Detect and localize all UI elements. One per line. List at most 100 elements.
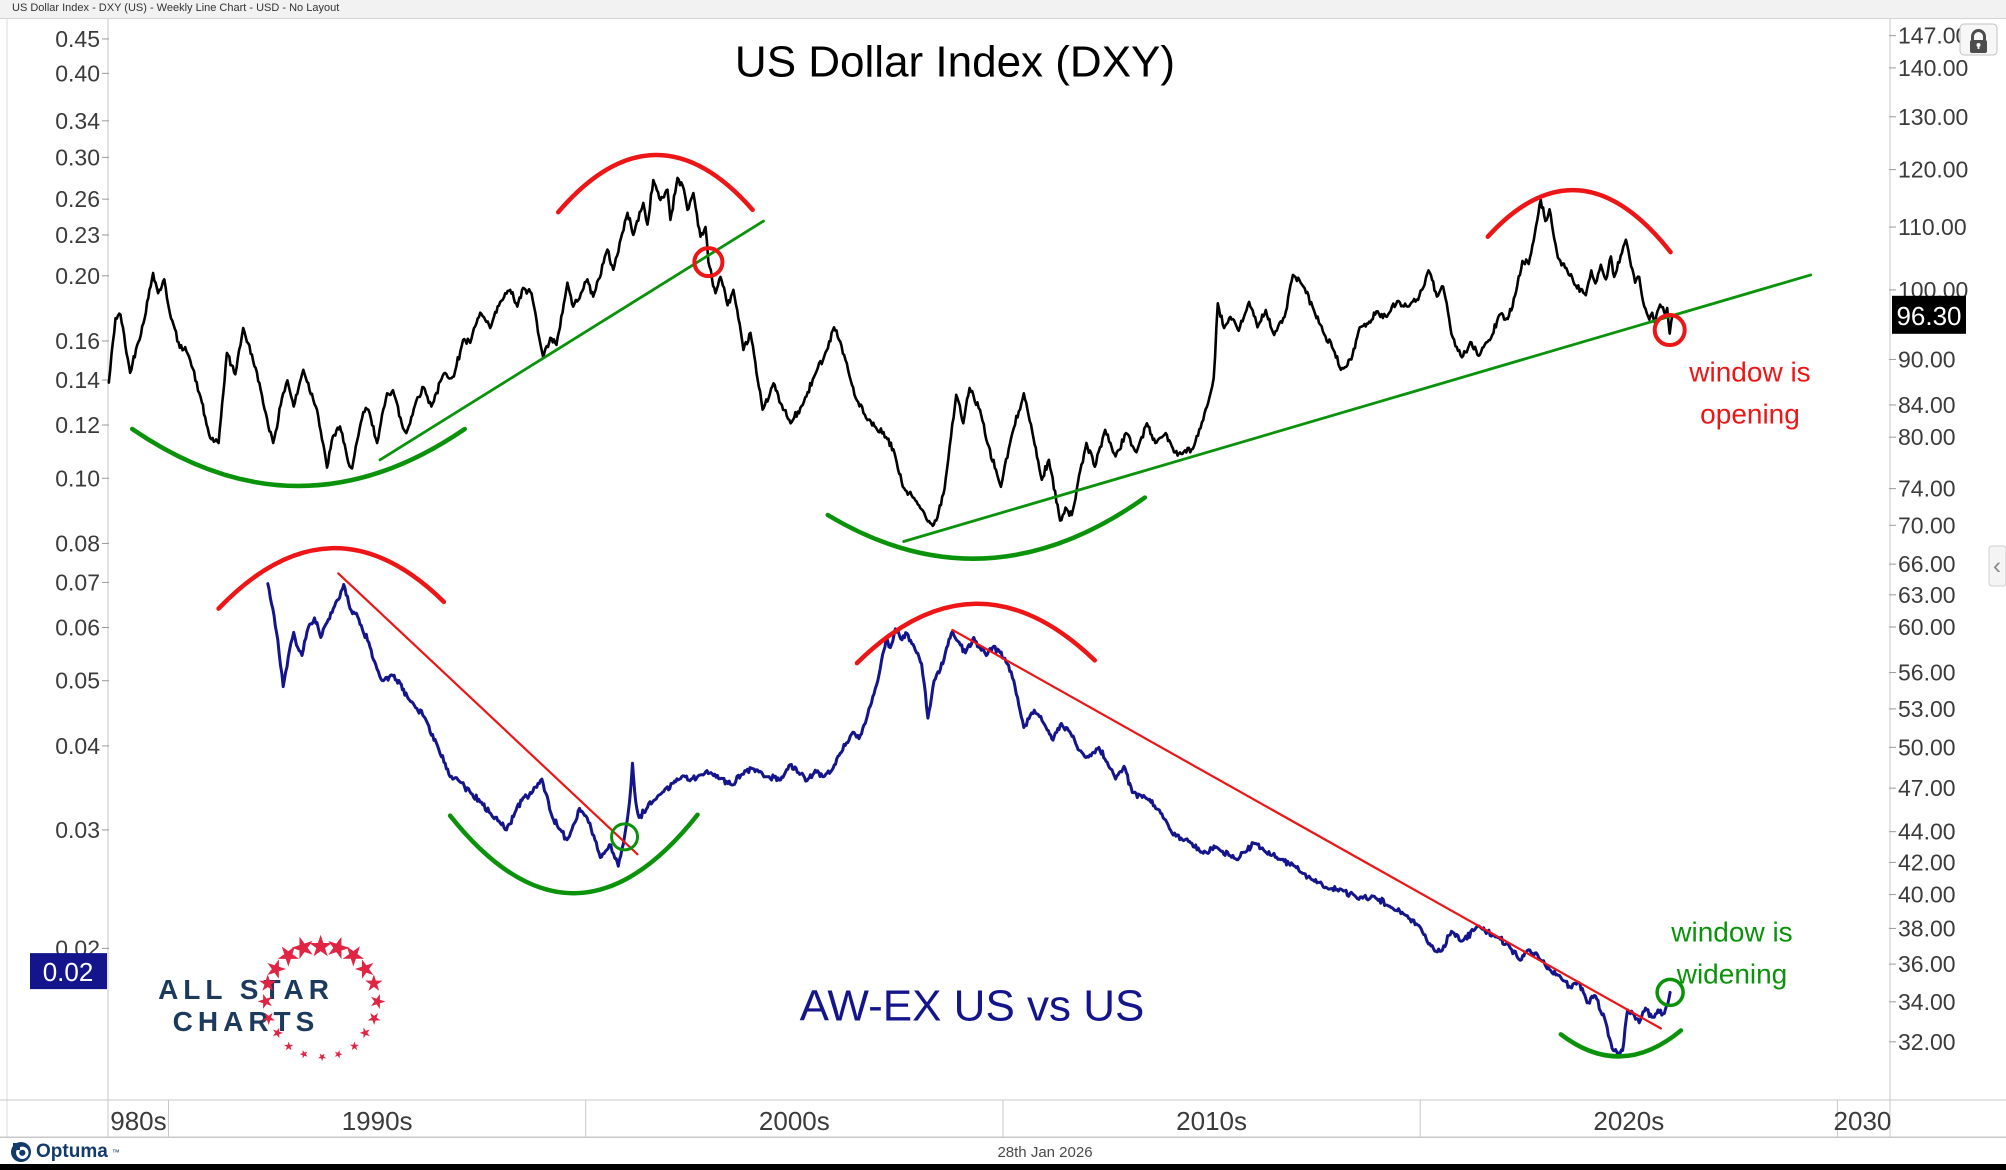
logo-star-icon: ★ xyxy=(255,993,275,1009)
right-axis-tick-label: 47.00 xyxy=(1898,775,1956,801)
right-axis-tick-label: 66.00 xyxy=(1898,551,1956,577)
note-window-opening-line1[interactable]: window is xyxy=(1688,357,1810,388)
right-axis-tick-label: 60.00 xyxy=(1898,614,1956,640)
lock-icon xyxy=(1970,29,1987,53)
right-axis-tick-label: 44.00 xyxy=(1898,819,1956,845)
awex-downtrend-2009-2025[interactable] xyxy=(951,628,1663,1030)
right-axis-tick-label: 34.00 xyxy=(1898,989,1956,1015)
logo-star-icon: ★ xyxy=(357,1024,375,1042)
collapse-right-panel-button[interactable]: ‹ xyxy=(1988,545,2006,587)
x-axis-label: 2030 xyxy=(1834,1106,1892,1136)
logo-star-icon: ★ xyxy=(347,1038,362,1054)
awex-top-arc-2006-2012[interactable] xyxy=(854,601,1097,666)
svg-text:96.30: 96.30 xyxy=(1896,301,1961,331)
awex-break-circle-2026[interactable] xyxy=(1655,977,1685,1008)
chart-date: 28th Jan 2026 xyxy=(997,1144,1093,1161)
left-axis-tick-label: 0.26 xyxy=(55,186,100,212)
footer-bar: Optuma ™ 28th Jan 2026 xyxy=(0,1137,2006,1165)
left-axis-tick-label: 0.03 xyxy=(55,817,100,843)
awex-top-arc-1991-1997[interactable] xyxy=(216,545,447,611)
note-window-widening-line2[interactable]: widening xyxy=(1676,959,1788,990)
right-axis-tick-label: 147.00 xyxy=(1898,23,1968,49)
awex-base-arc-2023-2026[interactable] xyxy=(1558,1028,1684,1059)
right-axis-tick-label: 70.00 xyxy=(1898,512,1956,538)
logo-star-icon: ★ xyxy=(281,1038,296,1054)
right-axis-tick-label: 32.00 xyxy=(1898,1029,1956,1055)
left-axis-tick-label: 0.12 xyxy=(55,412,100,438)
logo-star-icon: ★ xyxy=(298,1047,310,1060)
optuma-wordmark: Optuma xyxy=(36,1141,108,1162)
awex-series-line[interactable] xyxy=(266,582,1672,1057)
dxy-top-arc-2000-2004[interactable] xyxy=(555,152,755,215)
right-axis-tick-label: 42.00 xyxy=(1898,849,1956,875)
dxy-base-arc-1989-1997[interactable] xyxy=(129,426,467,489)
bottom-black-strip xyxy=(0,1164,2006,1170)
dxy-base-arc-2006-2013[interactable] xyxy=(825,495,1148,561)
dxy-top-arc-2022-2026[interactable] xyxy=(1485,188,1673,255)
awex-break-circle-2001[interactable] xyxy=(610,822,640,852)
left-axis-tick-label: 0.08 xyxy=(55,530,100,556)
x-axis-label: 2020s xyxy=(1593,1106,1664,1136)
left-axis-tick-label: 0.04 xyxy=(55,733,100,759)
left-axis-tick-label: 0.23 xyxy=(55,222,100,248)
price-tag-dxy: 96.30 xyxy=(1892,295,1966,334)
right-axis-tick-label: 50.00 xyxy=(1898,734,1956,760)
right-axis-tick-label: 80.00 xyxy=(1898,424,1956,450)
left-axis-tick-label: 0.34 xyxy=(55,108,100,134)
logo-star-icon: ★ xyxy=(364,1009,384,1027)
left-axis-tick-label: 0.06 xyxy=(55,614,100,640)
x-axis-label: 1990s xyxy=(342,1106,413,1136)
dxy-break-circle-2003[interactable] xyxy=(692,246,725,279)
chart-title[interactable]: US Dollar Index (DXY) xyxy=(735,38,1175,87)
note-window-opening-line2[interactable]: opening xyxy=(1700,399,1800,430)
price-tag-awex: 0.02 xyxy=(30,953,107,990)
window-titlebar: US Dollar Index - DXY (US) - Weekly Line… xyxy=(0,0,2006,19)
dxy-uptrend-1995-2004[interactable] xyxy=(378,219,765,462)
right-axis-tick-label: 90.00 xyxy=(1898,346,1956,372)
x-axis: 980s 1990s 2000s 2010s 2020s 2030 xyxy=(110,1100,1891,1137)
right-axis-tick-label: 120.00 xyxy=(1898,157,1968,183)
left-axis-tick-label: 0.30 xyxy=(55,144,100,170)
logo-star-icon: ★ xyxy=(309,931,333,961)
optuma-icon xyxy=(11,1142,31,1162)
trademark-mark: ™ xyxy=(111,1147,120,1157)
right-axis-tick-label: 38.00 xyxy=(1898,915,1956,941)
left-axis: 0.45 0.40 0.34 0.30 0.26 0.23 0.20 0.16 0.14 0.12… xyxy=(55,26,109,961)
logo-text-line2: CHARTS xyxy=(172,1006,320,1037)
optuma-logo: Optuma ™ xyxy=(10,1141,120,1163)
awex-base-arc-1997-2003[interactable] xyxy=(447,812,700,896)
logo-star-icon: ★ xyxy=(317,1051,326,1062)
right-axis-tick-label: 56.00 xyxy=(1898,660,1956,686)
allstarcharts-logo: ALL STAR CHARTS ★ ★ ★ ★ ★ ★ ★ ★ ★ ★ ★ ★ ★ ★ ★ ★ ★ ★ ★ ★ xyxy=(140,931,400,1082)
left-axis-tick-label: 0.07 xyxy=(55,569,100,595)
left-axis-tick-label: 0.05 xyxy=(55,668,100,694)
x-axis-label: 980s xyxy=(110,1106,166,1136)
axis-lock-button[interactable] xyxy=(1959,23,1998,56)
svg-text:0.02: 0.02 xyxy=(43,957,94,987)
left-axis-tick-label: 0.16 xyxy=(55,328,100,354)
right-axis-tick-label: 40.00 xyxy=(1898,882,1956,908)
right-axis-tick-label: 63.00 xyxy=(1898,582,1956,608)
titlebar-text: US Dollar Index - DXY (US) - Weekly Line… xyxy=(12,2,340,14)
left-axis-tick-label: 0.14 xyxy=(55,367,100,393)
awex-downtrend-1994-2001[interactable] xyxy=(337,572,639,856)
right-axis-tick-label: 84.00 xyxy=(1898,392,1956,418)
right-axis-tick-label: 36.00 xyxy=(1898,951,1956,977)
x-axis-label: 2010s xyxy=(1176,1106,1247,1136)
logo-star-icon: ★ xyxy=(333,1047,345,1060)
logo-star-icon: ★ xyxy=(360,971,388,996)
left-axis-tick-label: 0.20 xyxy=(55,263,100,289)
right-axis: 147.00140.00130.00120.00110.00100.0090.0… xyxy=(1889,23,1968,1055)
left-axis-tick-label: 0.40 xyxy=(55,60,100,86)
dxy-break-circle-2026[interactable] xyxy=(1652,313,1687,348)
right-axis-tick-label: 53.00 xyxy=(1898,696,1956,722)
right-axis-tick-label: 140.00 xyxy=(1898,55,1968,81)
note-window-widening-line1[interactable]: window is xyxy=(1670,917,1792,948)
series-label-awex[interactable]: AW-EX US vs US xyxy=(800,982,1145,1031)
dxy-series-line[interactable] xyxy=(107,176,1674,528)
right-axis-tick-label: 74.00 xyxy=(1898,476,1956,502)
left-axis-tick-label: 0.10 xyxy=(55,465,100,491)
left-axis-tick-label: 0.45 xyxy=(55,26,100,52)
